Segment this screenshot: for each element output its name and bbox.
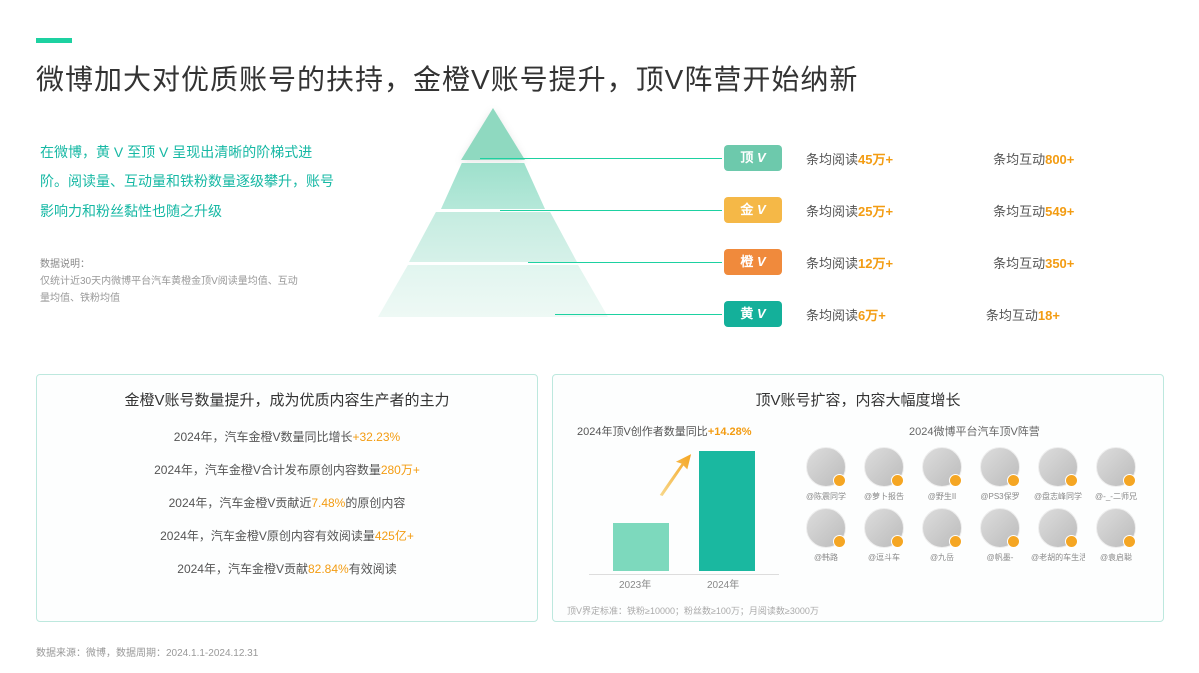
tier-interactions: 条均互动350+ — [993, 253, 1074, 272]
stat-item-1: 2024年，汽车金橙V合计发布原创内容数量280万+ — [37, 461, 537, 478]
tier-interactions: 条均互动800+ — [993, 149, 1074, 168]
avatar-name: @逗斗车 — [857, 552, 911, 563]
avatar-icon — [1096, 508, 1136, 548]
avatar-item-3: @PS3保罗 — [973, 447, 1027, 502]
avatar-name: @-_-二师兄 — [1089, 491, 1143, 502]
avatar-icon — [864, 447, 904, 487]
avatar-icon — [922, 508, 962, 548]
avatar-name: @陈震同学 — [799, 491, 853, 502]
stat-item-4: 2024年，汽车金橙V贡献82.84%有效阅读 — [37, 560, 537, 577]
right-panel-note: 顶V界定标准：铁粉≥10000；粉丝数≥100万；月阅读数≥3000万 — [567, 604, 819, 617]
avatar-section-title: 2024微博平台汽车顶V阵营 — [909, 423, 1040, 439]
avatar-icon — [1038, 508, 1078, 548]
avatar-item-0: @陈震同学 — [799, 447, 853, 502]
x-axis — [589, 574, 779, 575]
avatar-item-6: @韩路 — [799, 508, 853, 563]
tier-badge-2: 橙 V — [724, 249, 782, 275]
x-label-2023: 2023年 — [619, 576, 651, 591]
growth-arrow-icon — [655, 451, 693, 501]
tier-row-2: 条均阅读12万+ 条均互动350+ — [806, 253, 1074, 272]
data-note-body: 仅统计近30天内微博平台汽车黄橙金顶V阅读量均值、互动量均值、铁粉均值 — [40, 273, 300, 307]
tier-reads: 条均阅读6万+ — [806, 305, 886, 324]
accent-bar — [36, 38, 72, 43]
data-note-title: 数据说明： — [40, 256, 300, 273]
avatar-item-5: @-_-二师兄 — [1089, 447, 1143, 502]
tier-row-1: 条均阅读25万+ 条均互动549+ — [806, 201, 1074, 220]
left-panel: 金橙V账号数量提升，成为优质内容生产者的主力 2024年，汽车金橙V数量同比增长… — [36, 374, 538, 622]
avatar-item-2: @野生II — [915, 447, 969, 502]
avatar-icon — [806, 447, 846, 487]
stat-item-2: 2024年，汽车金橙V贡献近7.48%的原创内容 — [37, 494, 537, 511]
intro-paragraph: 在微博，黄 V 至顶 V 呈现出清晰的阶梯式进阶。阅读量、互动量和铁粉数量逐级攀… — [40, 138, 340, 226]
bar-2023 — [613, 523, 669, 571]
pyramid-tier-4 — [378, 265, 608, 317]
avatar-icon — [980, 447, 1020, 487]
avatar-name: @PS3保罗 — [973, 491, 1027, 502]
tier-reads: 条均阅读25万+ — [806, 201, 893, 220]
pyramid-connector-3 — [528, 262, 722, 263]
bar-2024 — [699, 451, 755, 571]
avatar-item-8: @九岳 — [915, 508, 969, 563]
avatar-icon — [922, 447, 962, 487]
pyramid-tier-2 — [441, 163, 545, 209]
avatar-name: @野生II — [915, 491, 969, 502]
avatar-item-10: @老胡的车生活 — [1031, 508, 1085, 563]
avatar-name: @老胡的车生活 — [1031, 552, 1085, 563]
left-panel-title: 金橙V账号数量提升，成为优质内容生产者的主力 — [37, 389, 537, 410]
pyramid-chart — [378, 108, 608, 318]
pyramid-connector-2 — [500, 210, 722, 211]
stat-item-0: 2024年，汽车金橙V数量同比增长+32.23% — [37, 428, 537, 445]
avatar-icon — [1038, 447, 1078, 487]
tier-interactions: 条均互动549+ — [993, 201, 1074, 220]
data-note: 数据说明： 仅统计近30天内微博平台汽车黄橙金顶V阅读量均值、互动量均值、铁粉均… — [40, 256, 300, 307]
avatar-item-4: @盘志峰同学 — [1031, 447, 1085, 502]
avatar-icon — [806, 508, 846, 548]
tier-row-3: 条均阅读6万+ 条均互动18+ — [806, 305, 1060, 324]
avatar-icon — [980, 508, 1020, 548]
tier-badge-3: 黄 V — [724, 301, 782, 327]
tier-badge-1: 金 V — [724, 197, 782, 223]
right-panel: 顶V账号扩容，内容大幅度增长 2024年顶V创作者数量同比+14.28% 202… — [552, 374, 1164, 622]
avatar-name: @韩路 — [799, 552, 853, 563]
tier-interactions: 条均互动18+ — [986, 305, 1060, 324]
right-panel-title: 顶V账号扩容，内容大幅度增长 — [553, 389, 1163, 410]
page-title: 微博加大对优质账号的扶持，金橙V账号提升，顶V阵营开始纳新 — [36, 58, 858, 98]
avatar-name: @九岳 — [915, 552, 969, 563]
avatar-grid: @陈震同学 @萝卜报告 @野生II @PS3保罗 @盘志峰同学 @-_-二师兄 @韩路 @逗斗… — [799, 447, 1151, 563]
avatar-name: @袁启聪 — [1089, 552, 1143, 563]
avatar-name: @萝卜报告 — [857, 491, 911, 502]
avatar-name: @帆墨- — [973, 552, 1027, 563]
avatar-item-9: @帆墨- — [973, 508, 1027, 563]
chart-label: 2024年顶V创作者数量同比+14.28% — [577, 423, 752, 439]
avatar-item-1: @萝卜报告 — [857, 447, 911, 502]
pyramid-tier-3 — [409, 212, 577, 262]
avatar-icon — [1096, 447, 1136, 487]
footer-source: 数据来源：微博，数据周期：2024.1.1-2024.12.31 — [36, 644, 258, 659]
avatar-item-11: @袁启聪 — [1089, 508, 1143, 563]
stat-list: 2024年，汽车金橙V数量同比增长+32.23% 2024年，汽车金橙V合计发布原… — [37, 428, 537, 577]
avatar-name: @盘志峰同学 — [1031, 491, 1085, 502]
pyramid-connector-4 — [555, 314, 722, 315]
pyramid-tier-1 — [461, 108, 525, 160]
pyramid-connector-1 — [480, 158, 722, 159]
stat-item-3: 2024年，汽车金橙V原创内容有效阅读量425亿+ — [37, 527, 537, 544]
chart-label-value: +14.28% — [708, 426, 752, 438]
chart-label-pre: 2024年顶V创作者数量同比 — [577, 426, 708, 438]
tier-reads: 条均阅读12万+ — [806, 253, 893, 272]
x-label-2024: 2024年 — [707, 576, 739, 591]
avatar-icon — [864, 508, 904, 548]
tier-badge-0: 顶 V — [724, 145, 782, 171]
avatar-item-7: @逗斗车 — [857, 508, 911, 563]
tier-reads: 条均阅读45万+ — [806, 149, 893, 168]
tier-row-0: 条均阅读45万+ 条均互动800+ — [806, 149, 1074, 168]
